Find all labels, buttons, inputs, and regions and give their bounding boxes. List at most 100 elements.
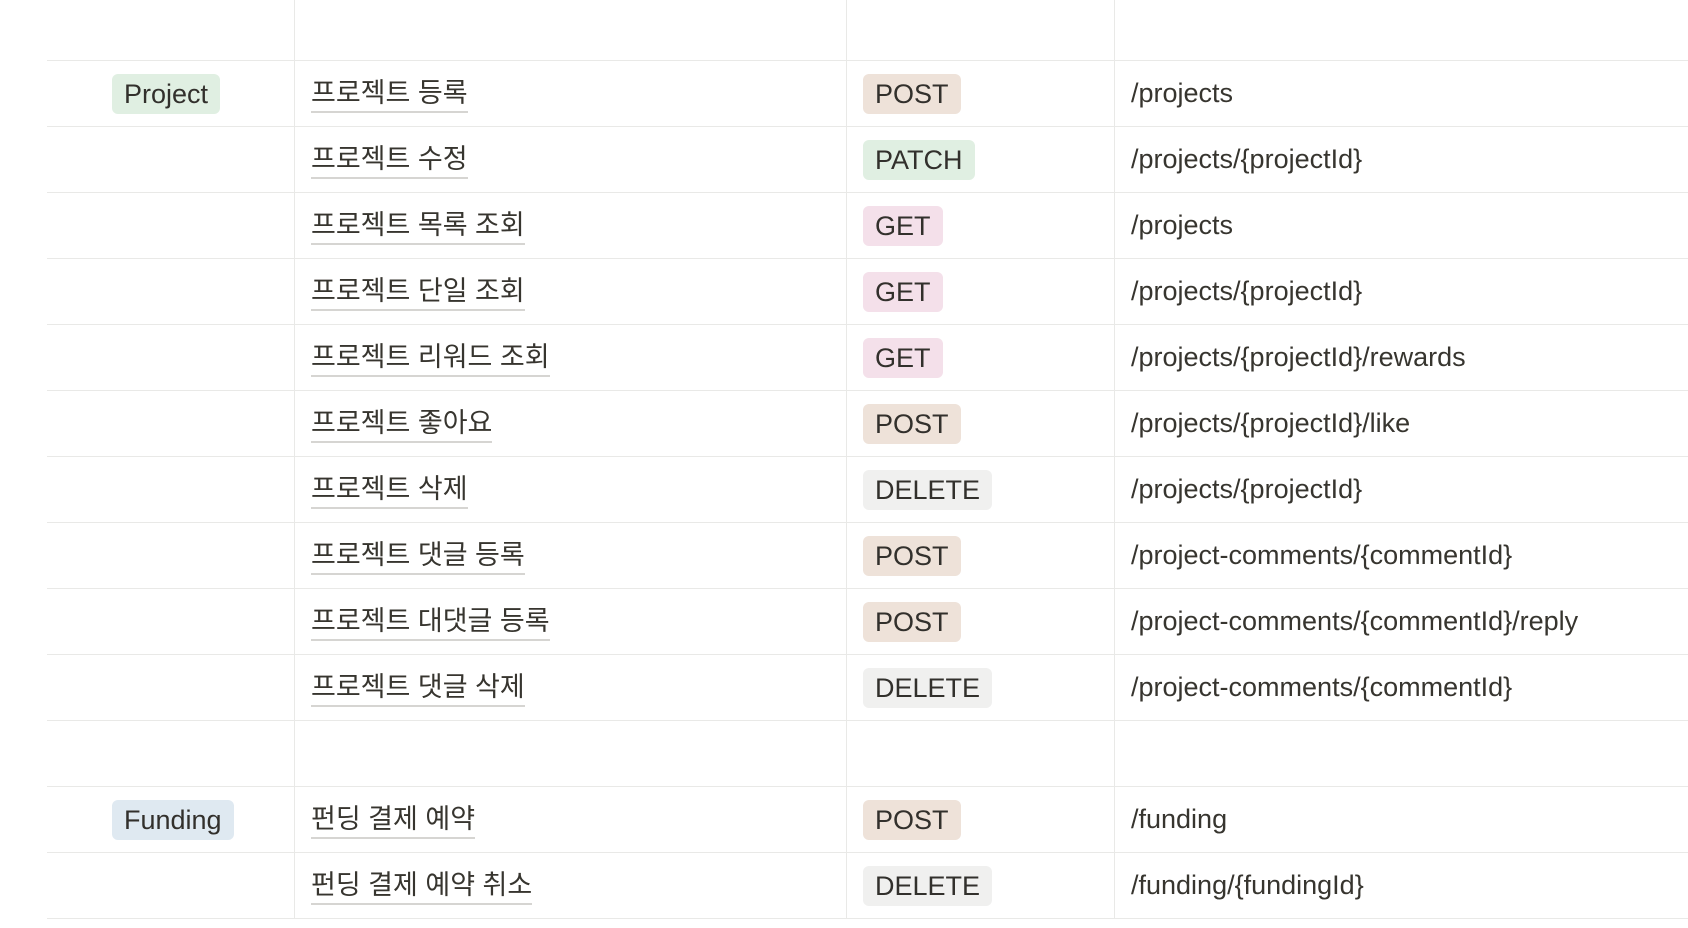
method-tag: POST bbox=[863, 799, 961, 840]
table-row: 펀딩 결제 예약 취소 DELETE/funding/{fundingId} bbox=[47, 853, 1688, 919]
api-name-cell[interactable]: 펀딩 결제 예약 취소 bbox=[295, 853, 847, 918]
api-name-link[interactable]: 프로젝트 댓글 삭제 bbox=[311, 669, 525, 707]
api-name-cell[interactable]: 프로젝트 삭제 bbox=[295, 457, 847, 522]
path-cell[interactable]: /projects/{projectId}/like bbox=[1115, 391, 1688, 456]
domain-cell[interactable] bbox=[47, 0, 295, 60]
api-name-link[interactable]: 프로젝트 좋아요 bbox=[311, 405, 493, 443]
api-name-cell[interactable] bbox=[295, 0, 847, 60]
domain-cell[interactable]: Project bbox=[47, 61, 295, 126]
path-cell[interactable]: /funding bbox=[1115, 787, 1688, 852]
path-cell[interactable] bbox=[1115, 721, 1688, 786]
api-name-link[interactable]: 프로젝트 리워드 조회 bbox=[311, 339, 550, 377]
domain-tag: Funding bbox=[112, 799, 234, 840]
endpoint-path: /funding bbox=[1131, 804, 1228, 834]
domain-cell[interactable] bbox=[47, 523, 295, 588]
path-cell[interactable]: /projects/{projectId} bbox=[1115, 127, 1688, 192]
method-cell[interactable]: GET bbox=[847, 259, 1115, 324]
endpoint-path: /projects/{projectId} bbox=[1131, 474, 1363, 504]
method-cell[interactable]: POST bbox=[847, 523, 1115, 588]
table-row: 프로젝트 대댓글 등록 POST/project-comments/{commen… bbox=[47, 589, 1688, 655]
method-cell[interactable]: DELETE bbox=[847, 853, 1115, 918]
domain-cell[interactable] bbox=[47, 325, 295, 390]
method-tag: POST bbox=[863, 601, 961, 642]
method-tag: DELETE bbox=[863, 469, 993, 510]
api-name-cell[interactable]: 프로젝트 리워드 조회 bbox=[295, 325, 847, 390]
method-cell[interactable]: POST bbox=[847, 787, 1115, 852]
table-row: 프로젝트 수정 PATCH/projects/{projectId} bbox=[47, 127, 1688, 193]
api-name-cell[interactable]: 프로젝트 등록 bbox=[295, 61, 847, 126]
domain-cell[interactable] bbox=[47, 853, 295, 918]
api-name-cell[interactable]: 프로젝트 목록 조회 bbox=[295, 193, 847, 258]
method-tag: POST bbox=[863, 73, 961, 114]
api-name-link[interactable]: 프로젝트 단일 조회 bbox=[311, 273, 525, 311]
api-name-link[interactable]: 프로젝트 수정 bbox=[311, 141, 468, 179]
api-name-link[interactable]: 프로젝트 삭제 bbox=[311, 471, 468, 509]
path-cell[interactable]: /funding/{fundingId} bbox=[1115, 853, 1688, 918]
domain-cell[interactable] bbox=[47, 193, 295, 258]
table-row bbox=[47, 721, 1688, 787]
endpoint-path: /projects bbox=[1131, 78, 1234, 108]
method-cell[interactable]: GET bbox=[847, 193, 1115, 258]
method-cell[interactable]: GET bbox=[847, 325, 1115, 390]
method-tag: GET bbox=[863, 271, 943, 312]
path-cell[interactable] bbox=[1115, 0, 1688, 60]
endpoint-path: /project-comments/{commentId} bbox=[1131, 672, 1513, 702]
api-name-link[interactable]: 펀딩 결제 예약 bbox=[311, 801, 476, 839]
domain-cell[interactable] bbox=[47, 259, 295, 324]
path-cell[interactable]: /project-comments/{commentId}/reply bbox=[1115, 589, 1688, 654]
method-tag: PATCH bbox=[863, 139, 975, 180]
method-cell[interactable]: POST bbox=[847, 391, 1115, 456]
table-row: 프로젝트 좋아요 POST/projects/{projectId}/like bbox=[47, 391, 1688, 457]
method-cell[interactable]: PATCH bbox=[847, 127, 1115, 192]
method-cell[interactable] bbox=[847, 721, 1115, 786]
path-cell[interactable]: /projects/{projectId} bbox=[1115, 259, 1688, 324]
api-name-cell[interactable] bbox=[295, 721, 847, 786]
method-tag: DELETE bbox=[863, 865, 993, 906]
api-name-cell[interactable]: 프로젝트 수정 bbox=[295, 127, 847, 192]
method-cell[interactable]: DELETE bbox=[847, 655, 1115, 720]
path-cell[interactable]: /projects/{projectId}/rewards bbox=[1115, 325, 1688, 390]
table-row: 프로젝트 댓글 삭제 DELETE/project-comments/{comme… bbox=[47, 655, 1688, 721]
api-name-link[interactable]: 프로젝트 댓글 등록 bbox=[311, 537, 525, 575]
method-cell[interactable]: POST bbox=[847, 589, 1115, 654]
method-cell[interactable] bbox=[847, 0, 1115, 60]
api-name-cell[interactable]: 프로젝트 댓글 삭제 bbox=[295, 655, 847, 720]
endpoint-path: /projects bbox=[1131, 210, 1234, 240]
method-tag: GET bbox=[863, 205, 943, 246]
domain-cell[interactable] bbox=[47, 721, 295, 786]
api-name-cell[interactable]: 프로젝트 댓글 등록 bbox=[295, 523, 847, 588]
table-row: Project 프로젝트 등록 POST/projects bbox=[47, 61, 1688, 127]
domain-cell[interactable] bbox=[47, 655, 295, 720]
path-cell[interactable]: /projects/{projectId} bbox=[1115, 457, 1688, 522]
method-tag: POST bbox=[863, 535, 961, 576]
api-name-cell[interactable]: 펀딩 결제 예약 bbox=[295, 787, 847, 852]
path-cell[interactable]: /projects bbox=[1115, 61, 1688, 126]
table-row bbox=[47, 0, 1688, 61]
domain-cell[interactable] bbox=[47, 457, 295, 522]
endpoint-path: /projects/{projectId} bbox=[1131, 144, 1363, 174]
method-cell[interactable]: DELETE bbox=[847, 457, 1115, 522]
domain-cell[interactable] bbox=[47, 589, 295, 654]
api-name-link[interactable]: 프로젝트 목록 조회 bbox=[311, 207, 525, 245]
table-row: 프로젝트 댓글 등록 POST/project-comments/{comment… bbox=[47, 523, 1688, 589]
endpoint-path: /projects/{projectId} bbox=[1131, 276, 1363, 306]
api-name-link[interactable]: 펀딩 결제 예약 취소 bbox=[311, 867, 533, 905]
path-cell[interactable]: /project-comments/{commentId} bbox=[1115, 523, 1688, 588]
api-name-cell[interactable]: 프로젝트 대댓글 등록 bbox=[295, 589, 847, 654]
domain-tag: Project bbox=[112, 73, 221, 114]
method-tag: DELETE bbox=[863, 667, 993, 708]
method-cell[interactable]: POST bbox=[847, 61, 1115, 126]
table-row: Funding 펀딩 결제 예약 POST/funding bbox=[47, 787, 1688, 853]
table-row: 프로젝트 리워드 조회 GET/projects/{projectId}/rewa… bbox=[47, 325, 1688, 391]
table-row: 프로젝트 목록 조회 GET/projects bbox=[47, 193, 1688, 259]
api-name-cell[interactable]: 프로젝트 단일 조회 bbox=[295, 259, 847, 324]
api-name-link[interactable]: 프로젝트 등록 bbox=[311, 75, 468, 113]
domain-cell[interactable] bbox=[47, 391, 295, 456]
domain-cell[interactable] bbox=[47, 127, 295, 192]
path-cell[interactable]: /project-comments/{commentId} bbox=[1115, 655, 1688, 720]
domain-cell[interactable]: Funding bbox=[47, 787, 295, 852]
api-name-cell[interactable]: 프로젝트 좋아요 bbox=[295, 391, 847, 456]
path-cell[interactable]: /projects bbox=[1115, 193, 1688, 258]
api-name-link[interactable]: 프로젝트 대댓글 등록 bbox=[311, 603, 550, 641]
